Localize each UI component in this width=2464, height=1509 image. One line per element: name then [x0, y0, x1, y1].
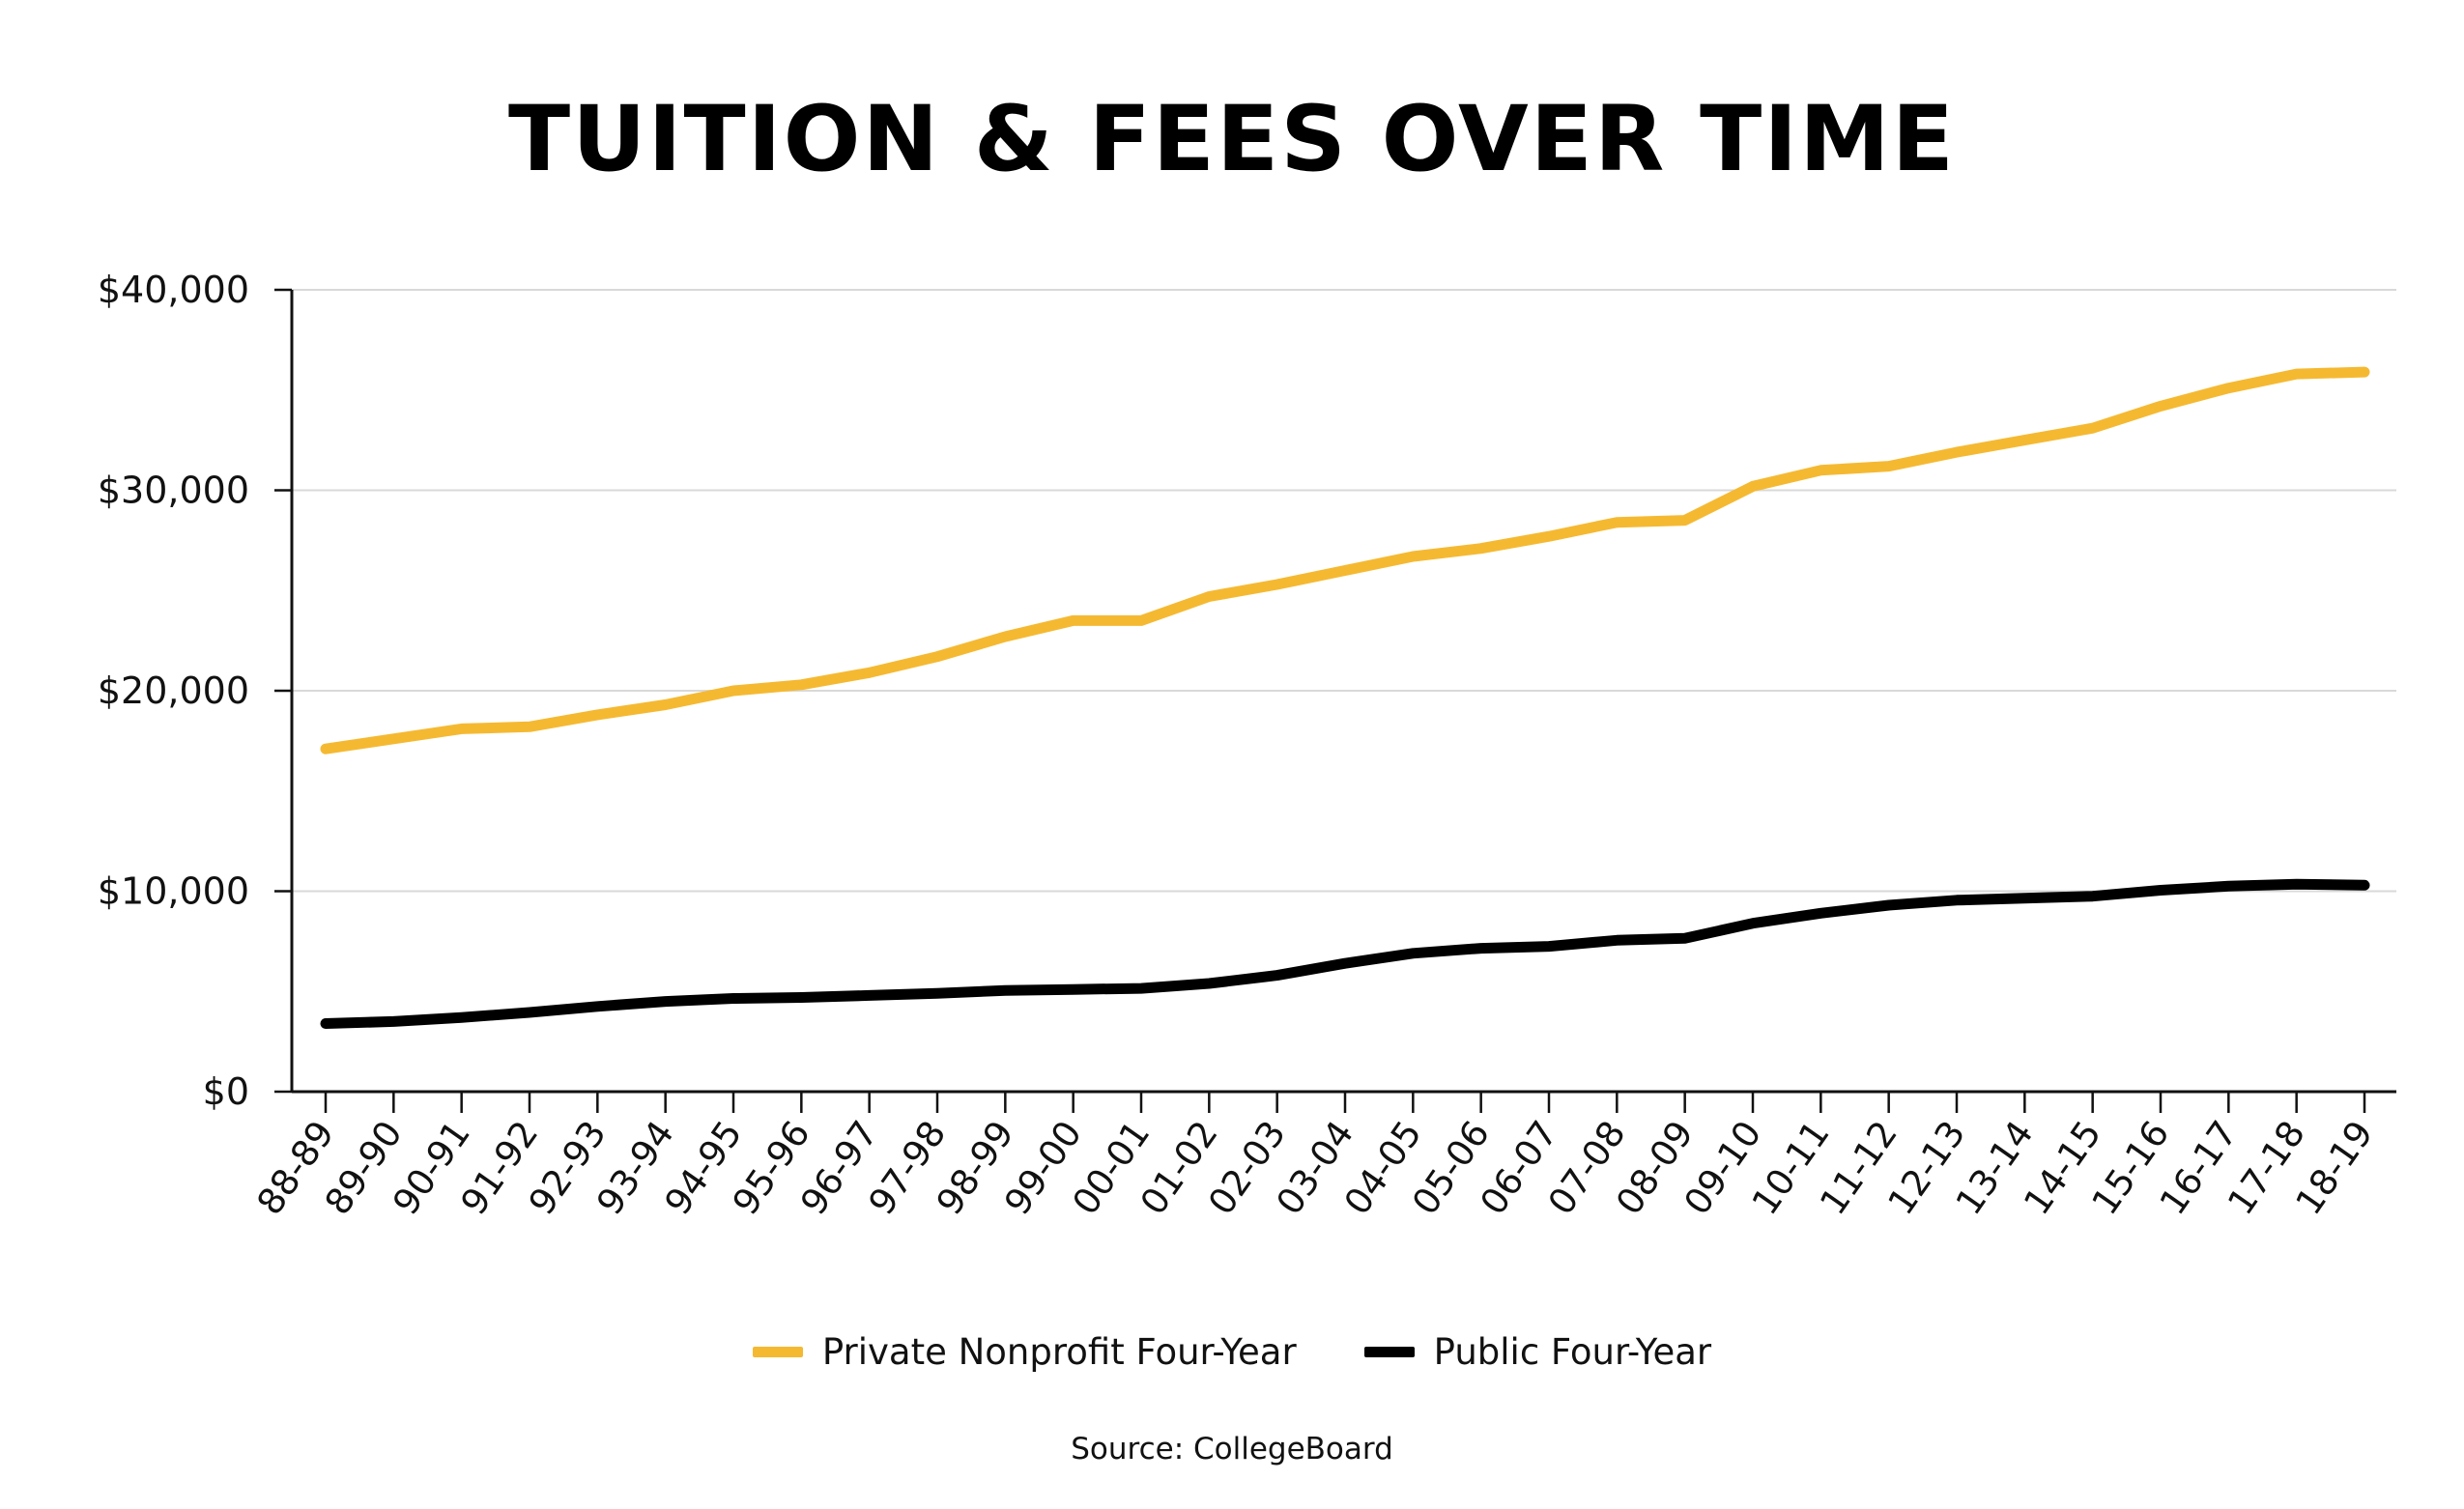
y-tick-label: $40,000	[98, 269, 249, 311]
legend-item-public[interactable]: Public Four-Year	[1363, 1331, 1712, 1373]
chart-title: TUITION & FEES OVER TIME	[508, 87, 1956, 192]
y-tick-label: $30,000	[98, 470, 249, 512]
series-line-public	[320, 878, 2370, 1029]
legend-swatch-private	[752, 1347, 803, 1357]
legend-label-public: Public Four-Year	[1433, 1331, 1712, 1373]
series-lines	[320, 366, 2370, 1029]
legend-swatch-public	[1363, 1347, 1415, 1357]
legend: Private Nonprofit Four-Year Public Four-…	[0, 1331, 2464, 1373]
legend-item-private[interactable]: Private Nonprofit Four-Year	[752, 1331, 1297, 1373]
series-line-private	[320, 366, 2370, 754]
y-tick-label: $0	[203, 1070, 249, 1113]
gridlines	[292, 289, 2396, 893]
axes	[274, 288, 2396, 1113]
y-tick-label: $20,000	[98, 669, 249, 712]
legend-label-private: Private Nonprofit Four-Year	[821, 1331, 1297, 1373]
source-note: Source: CollegeBoard	[1071, 1432, 1393, 1466]
y-axis-tick-labels: $0 $10,000 $20,000 $30,000 $40,000	[98, 269, 249, 1113]
y-tick-label: $10,000	[98, 870, 249, 913]
x-axis-tick-labels: 88-8989-9090-9191-9292-9393-9494-9595-96…	[248, 1113, 2381, 1222]
